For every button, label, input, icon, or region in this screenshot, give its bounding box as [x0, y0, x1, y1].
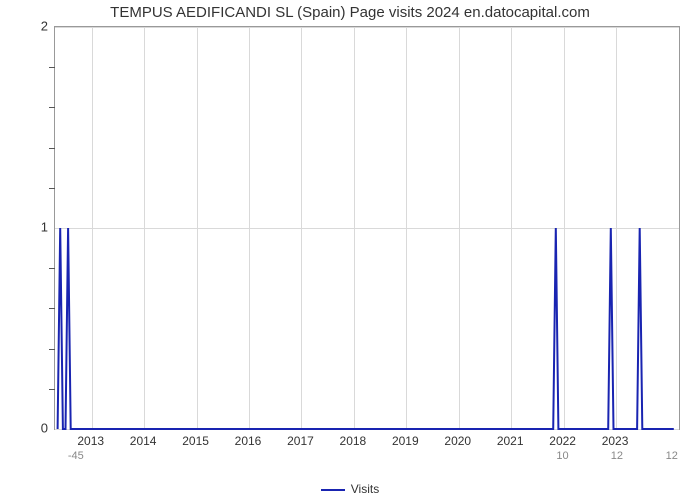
secondary-x-label: 12: [666, 450, 678, 462]
xtick-label: 2022: [549, 434, 576, 448]
secondary-x-label: -45: [68, 450, 84, 462]
chart-title: TEMPUS AEDIFICANDI SL (Spain) Page visit…: [0, 4, 700, 21]
legend: Visits: [0, 482, 700, 496]
plot-area: [54, 26, 680, 430]
visits-line: [55, 27, 679, 429]
xtick-label: 2023: [602, 434, 629, 448]
legend-label: Visits: [351, 482, 379, 496]
xtick-label: 2015: [182, 434, 209, 448]
xtick-label: 2017: [287, 434, 314, 448]
ytick-label: 1: [41, 220, 48, 235]
xtick-label: 2014: [130, 434, 157, 448]
ytick-label: 0: [41, 421, 48, 436]
xtick-label: 2013: [77, 434, 104, 448]
legend-swatch: [321, 489, 345, 491]
xtick-label: 2021: [497, 434, 524, 448]
xtick-label: 2020: [444, 434, 471, 448]
xtick-label: 2018: [340, 434, 367, 448]
xtick-label: 2019: [392, 434, 419, 448]
xtick-label: 2016: [235, 434, 262, 448]
secondary-x-label: 12: [611, 450, 623, 462]
ytick-label: 2: [41, 19, 48, 34]
secondary-x-label: 10: [556, 450, 568, 462]
